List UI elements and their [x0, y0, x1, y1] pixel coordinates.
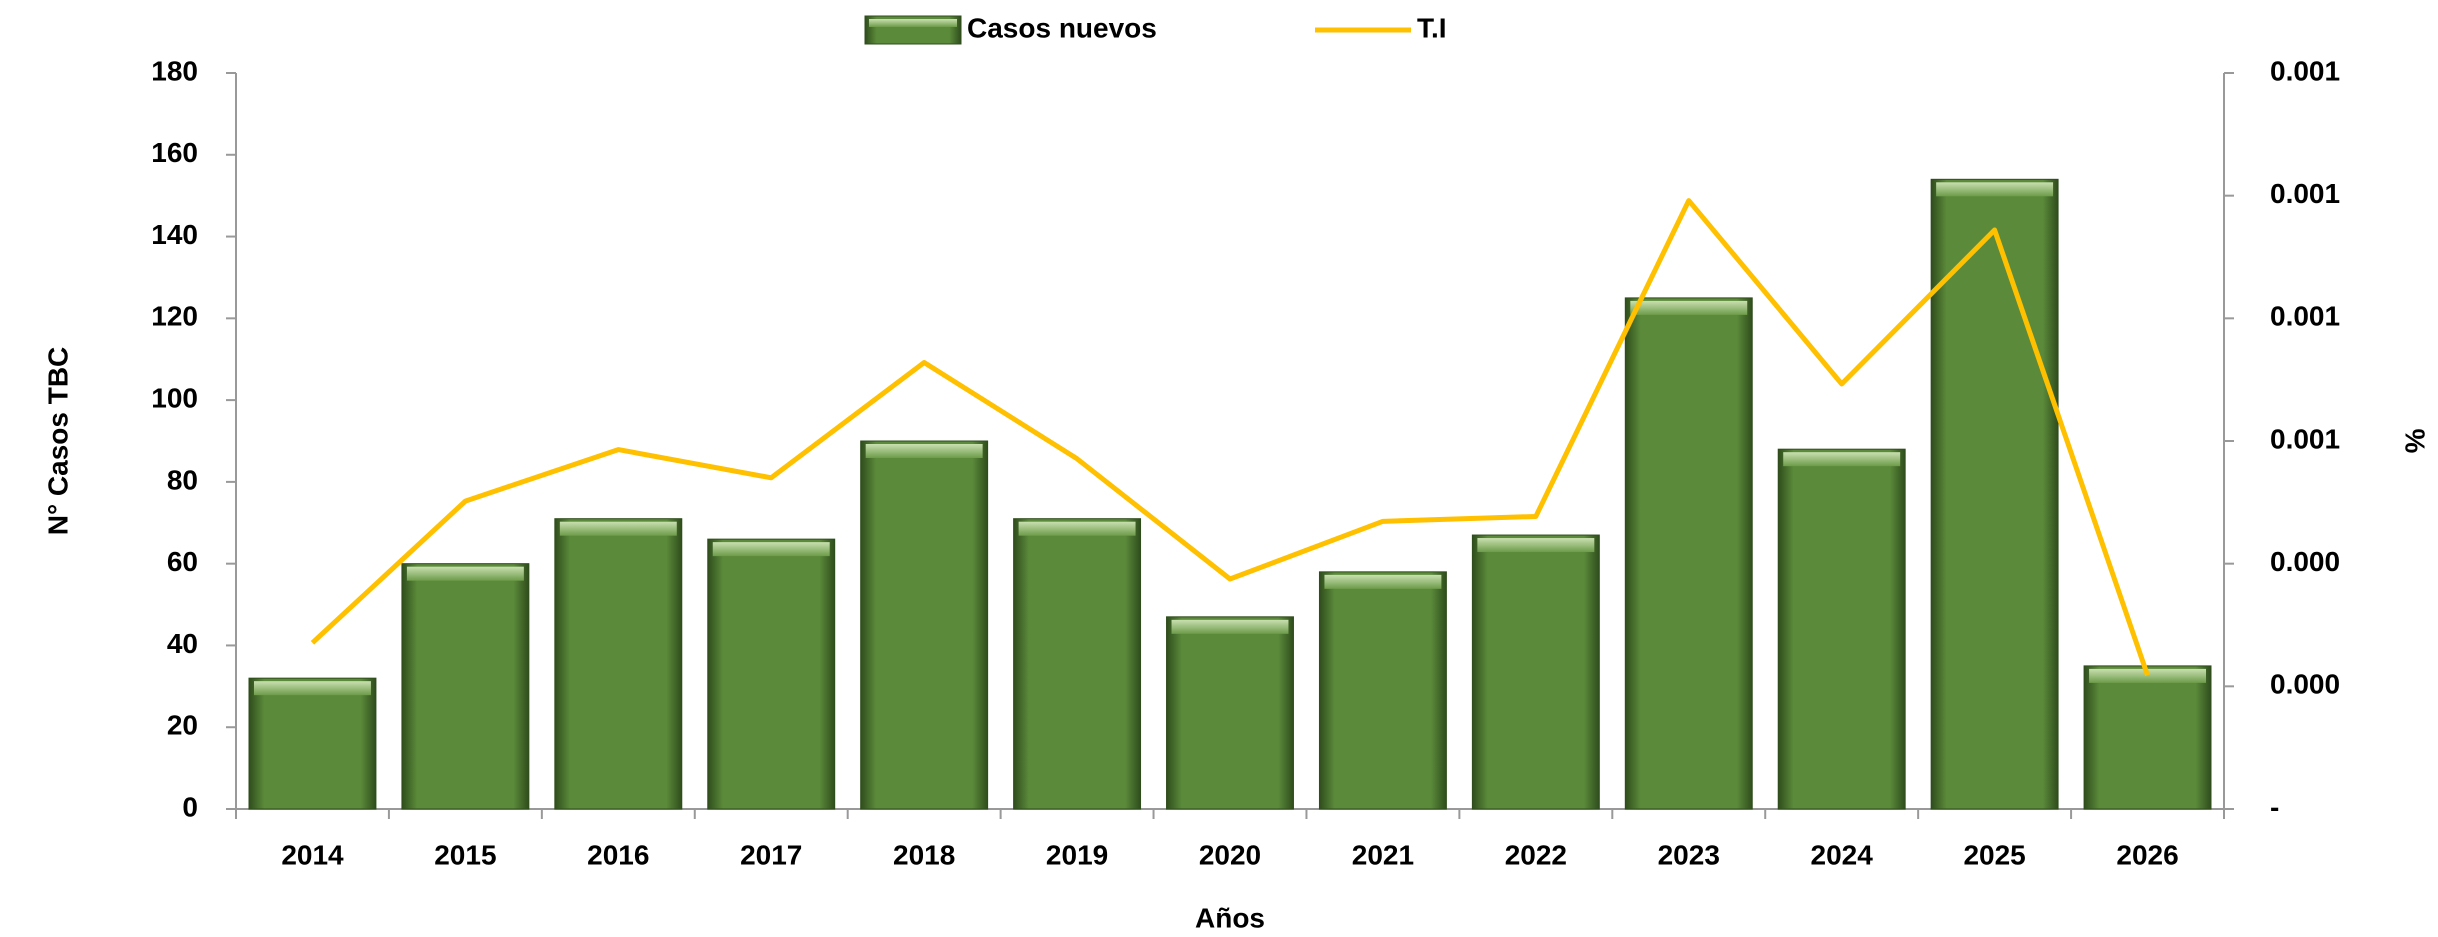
- legend-label: T.I: [1417, 12, 1447, 43]
- bar: [2083, 665, 2212, 810]
- x-tick-label: 2021: [1352, 839, 1414, 870]
- x-tick-label: 2020: [1199, 839, 1261, 870]
- x-tick-label: 2023: [1658, 839, 1720, 870]
- x-tick-label: 2014: [281, 839, 344, 870]
- x-axis-title: Años: [1195, 902, 1265, 933]
- x-tick-label: 2016: [587, 839, 649, 870]
- bar-highlight: [1630, 300, 1748, 315]
- x-tick-label: 2024: [1811, 839, 1874, 870]
- bar-highlight: [712, 542, 830, 557]
- y2-tick-label: 0.001: [2270, 301, 2340, 332]
- bar-highlight: [865, 444, 983, 458]
- bar: [860, 440, 989, 810]
- legend-label: Casos nuevos: [967, 12, 1157, 43]
- y2-tick-label: -: [2270, 791, 2279, 822]
- bar: [1166, 616, 1294, 810]
- bar: [554, 518, 683, 810]
- y-tick-label: 160: [151, 137, 198, 168]
- x-tick-label: 2017: [740, 839, 802, 870]
- y-axis-title: N° Casos TBC: [42, 347, 73, 536]
- legend-swatch-highlight: [869, 19, 957, 27]
- y-tick-label: 180: [151, 55, 198, 86]
- bar: [1318, 571, 1447, 810]
- line: [310, 198, 2150, 677]
- y2-tick-label: 0.001: [2270, 178, 2340, 209]
- bar: [401, 563, 530, 810]
- bar: [1471, 534, 1600, 810]
- y-tick-label: 100: [151, 383, 198, 414]
- bar: [1013, 518, 1142, 810]
- y2-tick-label: 0.000: [2270, 546, 2340, 577]
- bar: [248, 677, 377, 810]
- bar-highlight: [1324, 574, 1442, 589]
- x-tick-label: 2019: [1046, 839, 1108, 870]
- bar-highlight: [1936, 182, 2054, 197]
- y2-axis-title: %: [2400, 429, 2431, 454]
- bar-highlight: [253, 681, 371, 696]
- bar: [1777, 448, 1906, 810]
- y-tick-label: 0: [182, 791, 198, 822]
- y-tick-label: 60: [167, 546, 198, 577]
- x-tick-label: 2022: [1505, 839, 1567, 870]
- x-tick-label: 2025: [1963, 839, 2025, 870]
- x-tick-label: 2018: [893, 839, 955, 870]
- y-tick-label: 20: [167, 710, 198, 741]
- bar-highlight: [1477, 538, 1595, 553]
- bar-highlight: [1018, 521, 1136, 536]
- x-tick-label: 2026: [2116, 839, 2178, 870]
- bar-highlight: [406, 566, 524, 581]
- y2-tick-label: 0.000: [2270, 669, 2340, 700]
- bar-highlight: [1171, 619, 1289, 634]
- bar-highlight: [1783, 452, 1901, 467]
- bar: [1624, 297, 1753, 810]
- y-tick-label: 40: [167, 628, 198, 659]
- bar: [1930, 178, 2059, 810]
- bar-highlight: [2089, 668, 2207, 683]
- y2-tick-label: 0.001: [2270, 55, 2340, 86]
- bar: [707, 538, 836, 810]
- bar-highlight: [559, 521, 677, 536]
- y-tick-label: 120: [151, 301, 198, 332]
- x-tick-label: 2015: [434, 839, 496, 870]
- y-tick-label: 80: [167, 464, 198, 495]
- y-tick-label: 140: [151, 219, 198, 250]
- y2-tick-label: 0.001: [2270, 423, 2340, 454]
